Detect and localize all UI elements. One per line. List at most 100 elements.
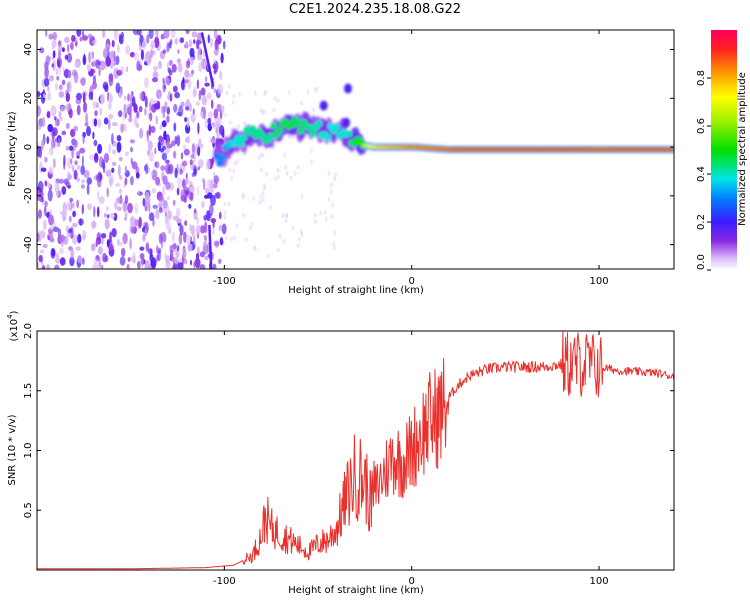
signal-side-feature: [319, 100, 328, 111]
noise-speckle: [131, 161, 138, 170]
noise-speckle: [52, 31, 57, 41]
noise-speckle: [128, 117, 133, 123]
noise-speckle: [82, 229, 86, 241]
noise-speckle: [65, 225, 68, 233]
noise-speckle: [210, 139, 217, 144]
noise-speckle: [150, 170, 153, 177]
noise-speckle: [58, 178, 65, 184]
noise-speckle: [333, 176, 337, 182]
noise-speckle: [138, 216, 142, 228]
noise-speckle: [112, 122, 118, 127]
noise-speckle: [222, 40, 226, 50]
noise-speckle: [84, 121, 89, 127]
noise-speckle: [176, 244, 180, 252]
spectrogram-signal-layer: [212, 83, 674, 168]
noise-speckle: [39, 47, 45, 54]
noise-speckle: [47, 91, 51, 101]
noise-speckle: [212, 63, 217, 70]
noise-speckle: [170, 30, 176, 39]
noise-speckle: [37, 261, 40, 269]
noise-speckle: [184, 186, 190, 195]
noise-speckle: [52, 140, 56, 149]
noise-speckle: [262, 183, 266, 188]
noise-speckle: [120, 123, 124, 133]
noise-speckle: [45, 30, 48, 37]
noise-speckle: [155, 30, 159, 38]
y-tick-label: 2.0: [23, 323, 34, 339]
noise-speckle: [220, 105, 225, 113]
signal-core: [668, 148, 674, 151]
noise-speckle: [185, 41, 189, 48]
noise-speckle: [66, 82, 71, 90]
noise-speckle: [210, 218, 217, 223]
noise-speckle: [139, 246, 145, 251]
noise-speckle: [97, 143, 103, 154]
noise-speckle: [183, 148, 190, 156]
noise-speckle: [66, 201, 72, 211]
signal-blob: [309, 130, 317, 138]
noise-speckle: [190, 112, 197, 123]
noise-speckle: [225, 90, 229, 96]
noise-speckle: [108, 243, 114, 251]
noise-speckle: [93, 153, 99, 163]
noise-speckle: [177, 49, 180, 54]
noise-speckle: [172, 243, 177, 250]
noise-speckle: [300, 194, 304, 199]
noise-speckle: [217, 36, 221, 45]
noise-speckle: [204, 76, 208, 83]
noise-speckle: [204, 221, 208, 234]
noise-speckle: [313, 212, 317, 218]
snr-x-axis: -100 0 100: [213, 331, 609, 587]
noise-speckle: [63, 209, 68, 218]
noise-speckle: [162, 184, 166, 197]
noise-speckle: [72, 222, 78, 228]
noise-speckle: [197, 146, 201, 157]
noise-speckle: [158, 135, 164, 143]
noise-speckle: [58, 49, 61, 58]
noise-speckle: [177, 262, 184, 269]
noise-speckle: [92, 131, 95, 140]
noise-speckle: [228, 120, 232, 126]
noise-speckle: [108, 119, 111, 131]
noise-speckle: [174, 37, 179, 45]
noise-speckle: [196, 247, 200, 254]
noise-speckle: [196, 32, 202, 41]
noise-speckle: [136, 110, 140, 119]
noise-speckle: [75, 246, 81, 251]
noise-speckle: [63, 154, 66, 166]
noise-speckle: [82, 55, 87, 66]
noise-speckle: [69, 215, 72, 223]
noise-speckle: [46, 111, 51, 119]
chart-title: C2E1.2024.235.18.08.G22: [288, 2, 462, 17]
noise-speckle: [187, 73, 194, 78]
noise-speckle: [113, 30, 119, 40]
y-tick-label: -20: [23, 188, 34, 204]
noise-speckle: [331, 202, 335, 208]
noise-speckle: [291, 134, 294, 140]
noise-speckle: [161, 146, 166, 151]
noise-speckle: [138, 44, 143, 52]
noise-speckle: [93, 205, 96, 218]
noise-speckle: [198, 62, 203, 73]
noise-speckle: [155, 89, 162, 99]
noise-speckle: [110, 50, 115, 60]
noise-speckle: [204, 194, 209, 199]
noise-speckle: [127, 257, 131, 262]
noise-speckle: [310, 159, 313, 165]
noise-streak: [208, 225, 213, 269]
noise-speckle: [46, 86, 50, 92]
noise-speckle: [232, 93, 236, 99]
noise-speckle: [104, 213, 107, 218]
noise-speckle: [116, 135, 122, 142]
noise-speckle: [197, 122, 200, 135]
noise-speckle: [242, 194, 246, 200]
noise-speckle: [65, 145, 70, 151]
noise-speckle: [199, 264, 206, 269]
noise-speckle: [213, 88, 217, 93]
noise-speckle: [185, 106, 190, 111]
noise-speckle: [76, 177, 80, 182]
colorbar-label: Normalized spectral amplitude: [737, 72, 748, 226]
noise-speckle: [102, 48, 108, 59]
spectrogram-y-axis: -40 -20 0 20 40: [23, 43, 674, 253]
noise-speckle: [184, 258, 188, 265]
